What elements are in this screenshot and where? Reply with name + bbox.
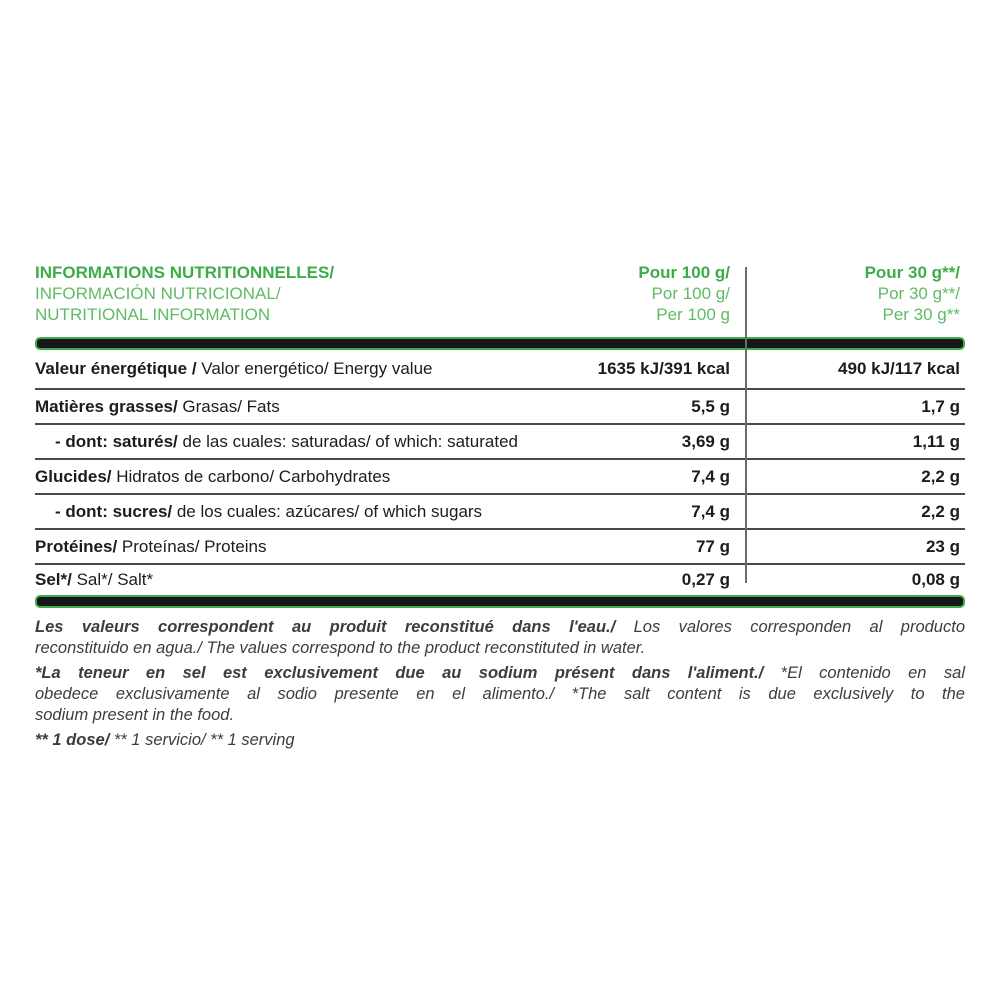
per30-line-es: Por 30 g**/ [877, 284, 960, 303]
per100-value: 3,69 g [681, 431, 730, 451]
header-col-per30: Pour 30 g**/ Por 30 g**/ Per 30 g** [742, 262, 965, 325]
row-label: Glucides/ Hidratos de carbono/ Carbohydr… [35, 466, 391, 486]
per30-line-fr: Pour 30 g**/ [864, 263, 960, 282]
header-title-line-fr: INFORMATIONS NUTRITIONNELLES/ [35, 263, 335, 282]
table-row-sugars: - dont: sucres/ de los cuales: azúcares/… [35, 495, 965, 530]
header-title-line-en: NUTRITIONAL INFORMATION [35, 305, 271, 324]
divider-bar-bottom [35, 595, 965, 608]
header-title-line-es: INFORMACIÓN NUTRICIONAL/ [35, 284, 281, 303]
table-header: INFORMATIONS NUTRITIONNELLES/ INFORMACIÓ… [35, 262, 965, 325]
footnote-line: Les valeurs correspondent au produit rec… [35, 618, 965, 636]
per100-line-fr: Pour 100 g/ [638, 263, 730, 282]
footnotes: Les valeurs correspondent au produit rec… [35, 617, 965, 751]
footnote-line: sodium present in the food. [35, 706, 235, 724]
footnote-line: *La teneur en sel est exclusivement due … [35, 664, 965, 682]
per30-value: 1,7 g [921, 396, 960, 416]
footnote-line: ** 1 dose/ ** 1 servicio/ ** 1 serving [35, 731, 295, 749]
row-label: Matières grasses/ Grasas/ Fats [35, 396, 280, 416]
per30-line-en: Per 30 g** [882, 305, 961, 324]
row-label: Protéines/ Proteínas/ Proteins [35, 536, 267, 556]
row-label: - dont: saturés/ de las cuales: saturada… [55, 431, 518, 451]
nutrition-panel: INFORMATIONS NUTRITIONNELLES/ INFORMACIÓ… [35, 262, 965, 755]
table-row-carbohydrates: Glucides/ Hidratos de carbono/ Carbohydr… [35, 460, 965, 495]
per100-value: 77 g [695, 536, 730, 556]
per30-value: 2,2 g [921, 501, 960, 521]
footnote-serving: ** 1 dose/ ** 1 servicio/ ** 1 serving [35, 730, 965, 751]
per100-value: 7,4 g [691, 501, 730, 521]
per100-value: 5,5 g [691, 396, 730, 416]
per100-value: 1635 kJ/391 kcal [597, 359, 730, 378]
footnote-line: reconstituido en agua./ The values corre… [35, 639, 646, 657]
row-label: Valeur énergétique / Valor energético/ E… [35, 359, 433, 378]
per30-value: 1,11 g [912, 431, 960, 451]
table-row-fats: Matières grasses/ Grasas/ Fats 5,5 g 1,7… [35, 390, 965, 425]
row-label: - dont: sucres/ de los cuales: azúcares/… [55, 501, 483, 521]
header-title: INFORMATIONS NUTRITIONNELLES/ INFORMACIÓ… [35, 262, 570, 325]
table-row-salt: Sel*/ Sal*/ Salt* 0,27 g 0,08 g [35, 565, 965, 595]
table-row-proteins: Protéines/ Proteínas/ Proteins 77 g 23 g [35, 530, 965, 565]
per100-value: 0,27 g [681, 570, 730, 589]
per100-value: 7,4 g [691, 466, 730, 486]
per30-value: 2,2 g [921, 466, 960, 486]
divider-bar-top [35, 337, 965, 350]
per30-value: 0,08 g [911, 570, 960, 589]
row-label: Sel*/ Sal*/ Salt* [35, 570, 154, 589]
per100-line-es: Por 100 g/ [651, 284, 730, 303]
header-col-per100: Pour 100 g/ Por 100 g/ Per 100 g [570, 262, 742, 325]
footnote-reconstituted: Les valeurs correspondent au produit rec… [35, 617, 965, 659]
per30-value: 23 g [925, 536, 960, 556]
per100-line-en: Per 100 g [656, 305, 730, 324]
footnote-line: obedece exclusivamente al sodio presente… [35, 685, 965, 703]
footnote-salt: *La teneur en sel est exclusivement due … [35, 663, 965, 726]
table-row-saturated: - dont: saturés/ de las cuales: saturada… [35, 425, 965, 460]
per30-value: 490 kJ/117 kcal [838, 359, 960, 378]
column-divider-line [745, 267, 747, 583]
table-row-energy: Valeur énergétique / Valor energético/ E… [35, 350, 965, 390]
